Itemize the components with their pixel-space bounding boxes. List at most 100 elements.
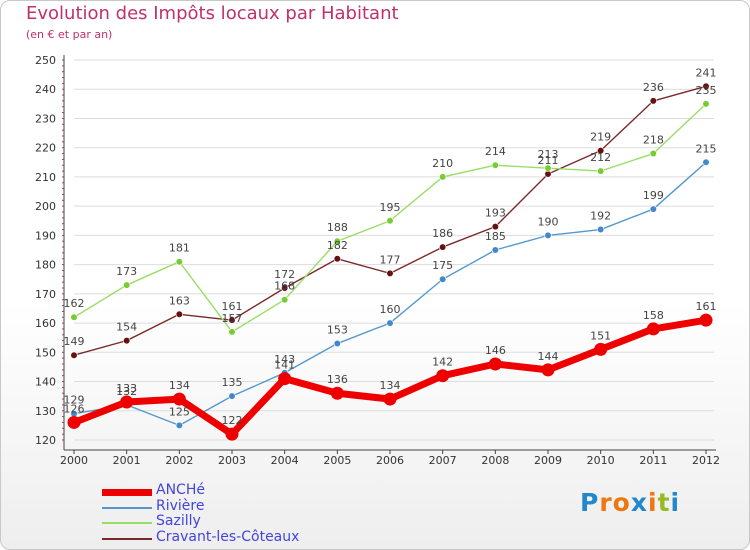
legend-item-sazilly[interactable]: Sazilly <box>102 513 352 531</box>
data-label-0: 134 <box>169 379 190 392</box>
data-label-1: 153 <box>327 324 348 337</box>
logo-letter: r <box>599 488 613 517</box>
series-point-1 <box>544 231 552 239</box>
legend-label-anche: ANCHé <box>156 482 205 498</box>
series-point-0 <box>699 313 713 327</box>
legend-item-anche[interactable]: ANCHé <box>102 482 352 500</box>
data-label-2: 213 <box>538 148 559 161</box>
logo-letter: i <box>670 488 681 517</box>
series-point-2 <box>439 173 447 181</box>
legend-label-sazilly: Sazilly <box>156 513 201 529</box>
y-tick-label: 130 <box>35 405 56 418</box>
data-label-3: 236 <box>643 81 664 94</box>
data-label-2: 210 <box>432 157 453 170</box>
series-point-1 <box>597 225 605 234</box>
data-label-3: 177 <box>380 253 401 266</box>
logo-letter: o <box>612 488 631 517</box>
data-label-2: 181 <box>169 242 190 255</box>
x-tick-label: 2005 <box>323 454 351 467</box>
data-label-0: 161 <box>696 300 717 313</box>
y-tick-label: 180 <box>35 259 56 272</box>
data-label-2: 195 <box>380 201 401 214</box>
x-tick-label: 2006 <box>376 454 404 467</box>
x-tick-label: 2011 <box>639 454 667 467</box>
series-point-1 <box>333 339 341 348</box>
y-tick-label: 230 <box>35 112 56 125</box>
series-point-2 <box>175 258 183 266</box>
proxiti-logo: Proxiti <box>580 488 680 517</box>
series-point-0 <box>646 322 660 336</box>
y-tick-label: 200 <box>35 200 56 213</box>
x-tick-label: 2007 <box>429 454 457 467</box>
data-label-0: 134 <box>380 379 401 392</box>
y-tick-label: 250 <box>35 54 56 67</box>
y-tick-label: 220 <box>35 142 56 155</box>
data-label-1: 192 <box>590 210 611 223</box>
series-point-1 <box>386 319 394 327</box>
series-point-3 <box>597 147 605 155</box>
legend-swatch-sazilly <box>102 522 152 524</box>
logo-letter: P <box>580 488 600 517</box>
legend-item-riviere[interactable]: Rivière <box>102 498 352 516</box>
series-point-1 <box>649 205 657 213</box>
series-point-2 <box>649 149 657 158</box>
series-point-3 <box>281 284 289 292</box>
data-label-2: 173 <box>116 265 137 278</box>
data-label-0: 146 <box>485 344 506 357</box>
series-point-3 <box>702 82 710 90</box>
series-point-2 <box>70 313 78 321</box>
series-point-0 <box>541 363 555 377</box>
series-point-1 <box>702 158 710 166</box>
series-point-0 <box>120 395 134 409</box>
x-tick-label: 2010 <box>587 454 615 467</box>
series-point-3 <box>491 223 499 231</box>
data-label-0: 133 <box>116 382 137 395</box>
series-point-2 <box>544 164 552 172</box>
series-point-1 <box>439 275 447 283</box>
legend-swatch-riviere <box>102 507 152 509</box>
series-point-2 <box>333 237 341 245</box>
x-tick-label: 2000 <box>60 454 88 467</box>
series-point-1 <box>175 421 183 429</box>
data-label-3: 163 <box>169 294 190 307</box>
data-label-2: 235 <box>696 84 717 97</box>
legend-swatch-cravant <box>102 538 152 540</box>
data-label-2: 157 <box>222 312 243 325</box>
series-point-0 <box>225 427 239 441</box>
data-label-3: 154 <box>116 321 137 334</box>
data-label-0: 144 <box>538 350 559 363</box>
series-point-3 <box>649 97 657 105</box>
logo-letter: i <box>648 488 658 517</box>
data-label-1: 160 <box>380 303 401 316</box>
data-label-3: 193 <box>485 207 506 220</box>
data-label-2: 168 <box>274 280 295 293</box>
data-label-0: 126 <box>64 402 85 415</box>
data-label-0: 158 <box>643 309 664 322</box>
data-label-3: 186 <box>432 227 453 240</box>
data-label-1: 190 <box>538 215 559 228</box>
data-label-3: 241 <box>696 66 717 79</box>
series-point-1 <box>228 392 236 400</box>
data-label-1: 175 <box>432 259 453 272</box>
data-label-2: 212 <box>590 151 611 164</box>
series-point-2 <box>491 161 499 169</box>
series-point-1 <box>491 246 499 254</box>
series-point-3 <box>333 255 341 263</box>
legend-item-cravant[interactable]: Cravant-les-Côteaux <box>102 529 352 547</box>
logo-letter: x <box>630 488 648 517</box>
data-label-1: 125 <box>169 405 190 418</box>
y-tick-label: 120 <box>35 434 56 447</box>
data-label-0: 141 <box>274 359 295 372</box>
data-label-3: 161 <box>222 300 243 313</box>
y-tick-label: 150 <box>35 346 56 359</box>
legend-swatch-anche <box>102 489 152 496</box>
data-label-3: 211 <box>538 154 559 167</box>
y-tick-label: 190 <box>35 229 56 242</box>
series-point-2 <box>597 167 605 175</box>
series-point-3 <box>70 351 78 359</box>
data-label-1: 199 <box>643 189 664 202</box>
series-point-2 <box>386 217 394 225</box>
legend-label-cravant: Cravant-les-Côteaux <box>156 529 300 545</box>
x-tick-label: 2001 <box>113 454 141 467</box>
